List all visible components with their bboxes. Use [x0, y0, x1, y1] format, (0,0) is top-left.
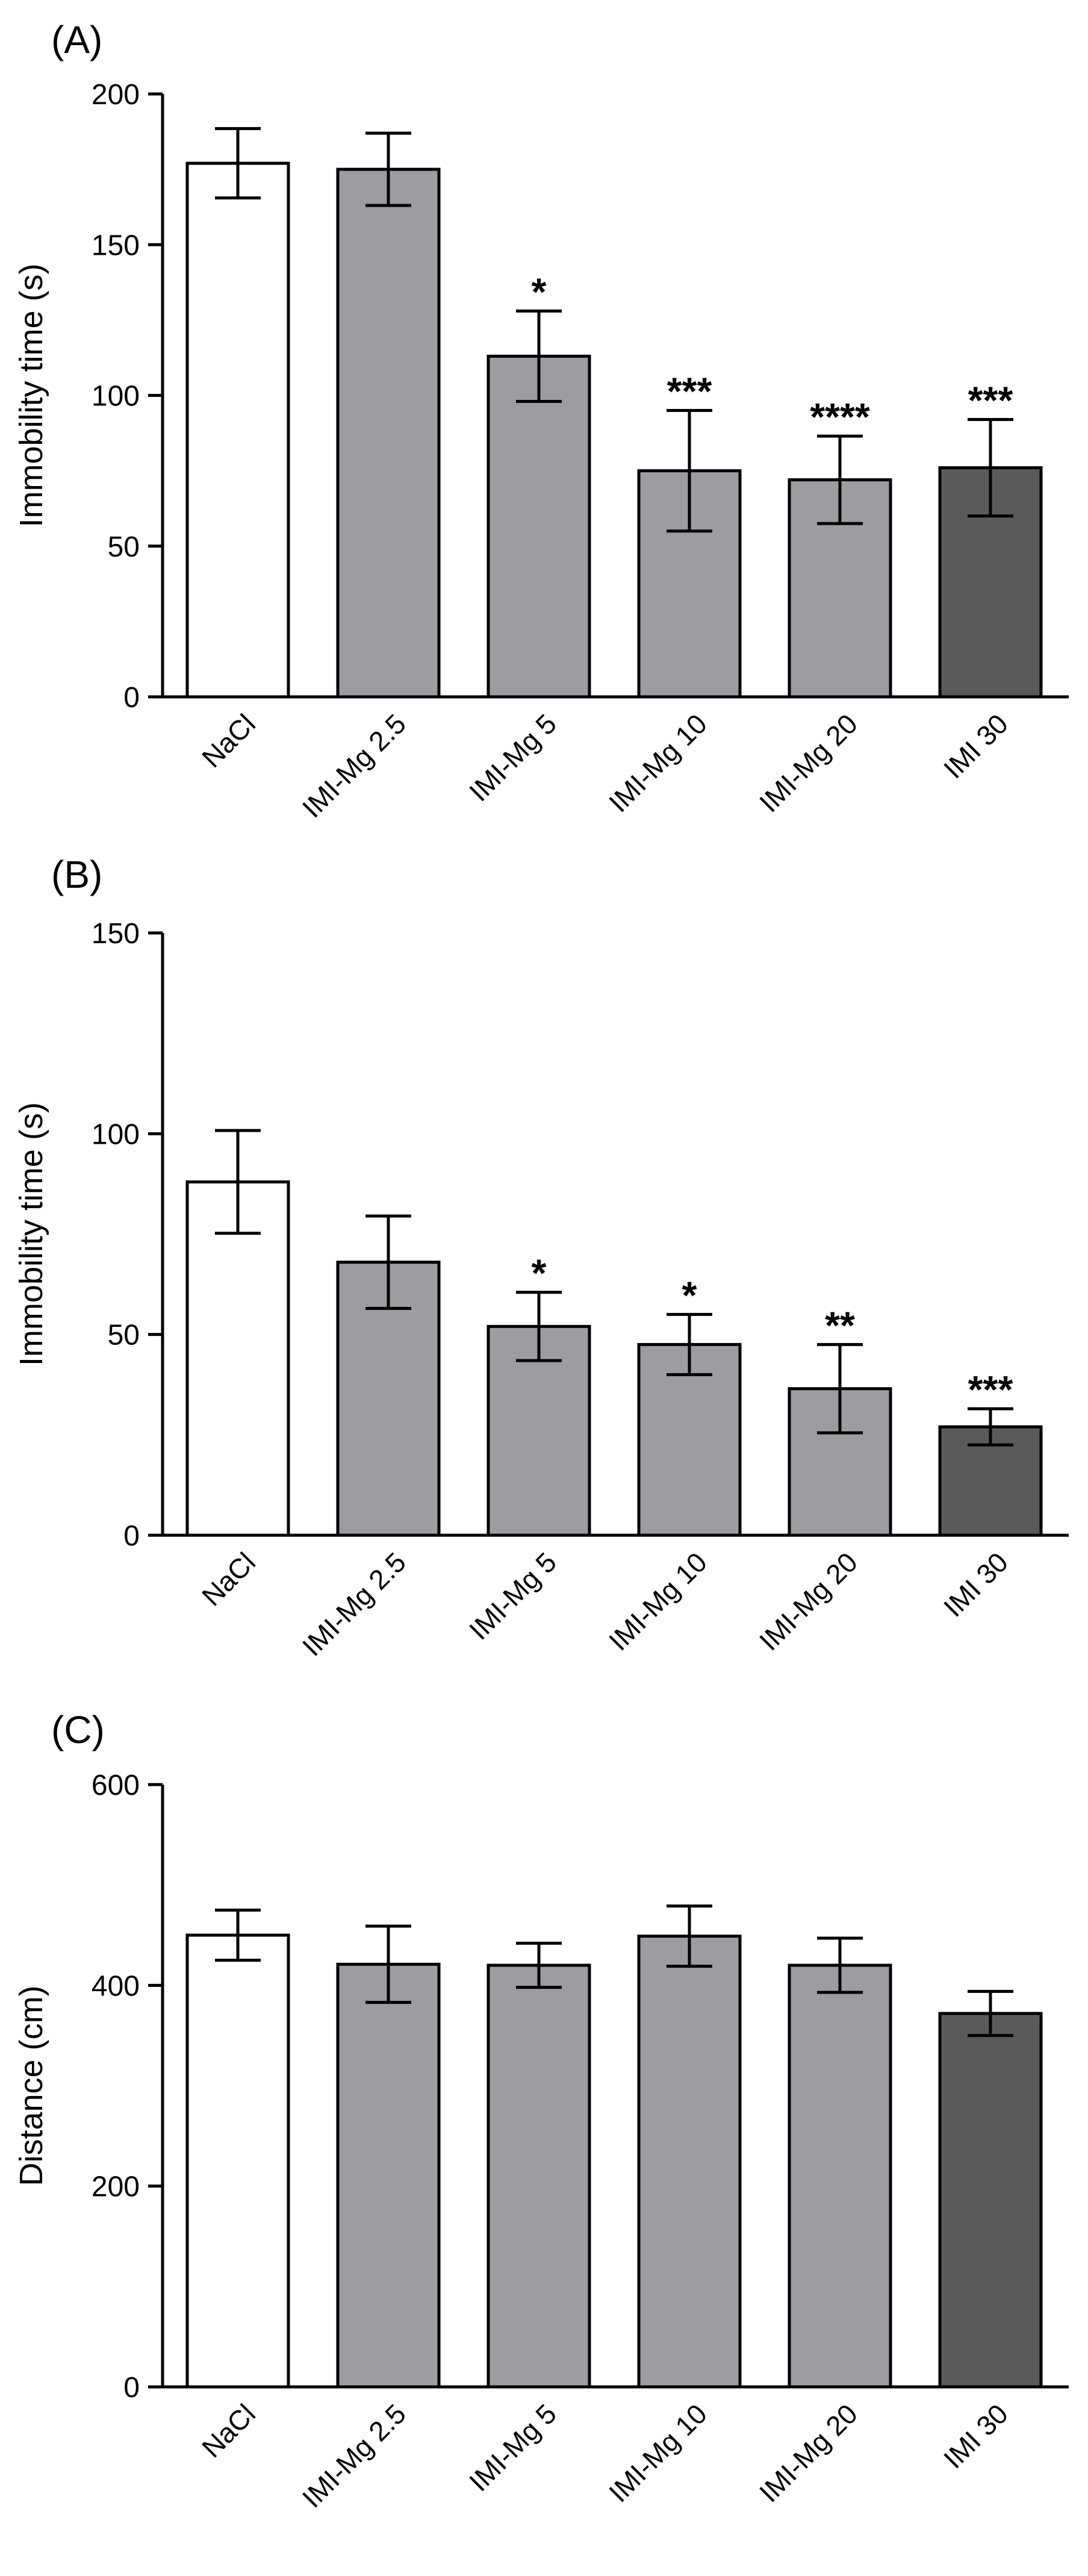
y-tick-label: 0 [123, 682, 140, 714]
category-label: IMI-Mg 10 [603, 708, 713, 818]
panel-3: (C) 0 200 400 600 Distance (cm) NaCl IMI-Mg 2.5… [13, 1708, 1069, 2514]
bar [185, 161, 290, 699]
y-tick-label: 0 [123, 1520, 140, 1552]
category-label: IMI-Mg 10 [603, 1546, 713, 1656]
significance-label: * [682, 1273, 697, 1317]
y-tick-label: 100 [92, 1118, 140, 1150]
category-label: IMI 30 [937, 2398, 1014, 2474]
panel-label: (C) [51, 1708, 105, 1751]
significance-label: *** [968, 379, 1013, 422]
y-tick-label: 200 [92, 79, 140, 111]
y-axis-title: Distance (cm) [13, 1985, 49, 2186]
y-tick-label: 150 [92, 229, 140, 261]
category-label: IMI 30 [937, 1546, 1014, 1623]
category-label: IMI-Mg 5 [463, 2398, 562, 2497]
significance-label: ** [825, 1303, 855, 1347]
y-tick-label: 150 [92, 918, 140, 950]
bar [336, 167, 441, 699]
category-label: IMI-Mg 2.5 [296, 708, 412, 823]
y-tick-label: 100 [92, 381, 140, 413]
category-label: IMI-Mg 20 [753, 1546, 863, 1656]
significance-label: * [532, 1252, 547, 1295]
category-label: IMI-Mg 10 [603, 2398, 713, 2508]
y-tick-label: 50 [108, 531, 140, 563]
category-label: NaCl [196, 2398, 261, 2463]
bar [938, 2012, 1043, 2389]
category-label: IMI-Mg 2.5 [296, 2398, 412, 2513]
bar [486, 1963, 591, 2389]
category-label: NaCl [196, 708, 261, 773]
y-tick-label: 0 [123, 2372, 140, 2404]
category-label: IMI-Mg 5 [463, 708, 562, 807]
y-axis-title: Immobility time (s) [13, 1102, 49, 1366]
category-label: IMI-Mg 20 [753, 2398, 863, 2508]
y-tick-label: 200 [92, 2171, 140, 2203]
significance-label: **** [810, 395, 870, 438]
y-tick-label: 400 [92, 1970, 140, 2002]
significance-label: *** [968, 1368, 1013, 1411]
category-label: IMI-Mg 5 [463, 1546, 562, 1645]
category-label: IMI 30 [937, 708, 1014, 784]
category-label: IMI-Mg 20 [753, 708, 863, 818]
y-tick-label: 50 [108, 1320, 140, 1352]
category-label: NaCl [196, 1546, 261, 1612]
bar [486, 354, 591, 699]
bar [788, 1963, 892, 2389]
y-tick-label: 600 [92, 1770, 140, 1801]
panel-label: (A) [51, 18, 102, 61]
bar [336, 1962, 441, 2389]
panel-label: (B) [51, 853, 102, 896]
panel-1: (A) 0 50 100 150 200 Immobility time (s) NaCl IM… [13, 18, 1069, 824]
significance-label: *** [667, 370, 712, 413]
y-axis-title: Immobility time (s) [13, 263, 49, 527]
significance-label: * [532, 270, 547, 313]
category-label: IMI-Mg 2.5 [296, 1546, 412, 1662]
bar [637, 1935, 742, 2389]
panel-2: (B) 0 50 100 150 Immobility time (s) NaCl IMI-M… [13, 853, 1069, 1662]
bar [185, 1933, 290, 2389]
bar [185, 1180, 290, 1537]
